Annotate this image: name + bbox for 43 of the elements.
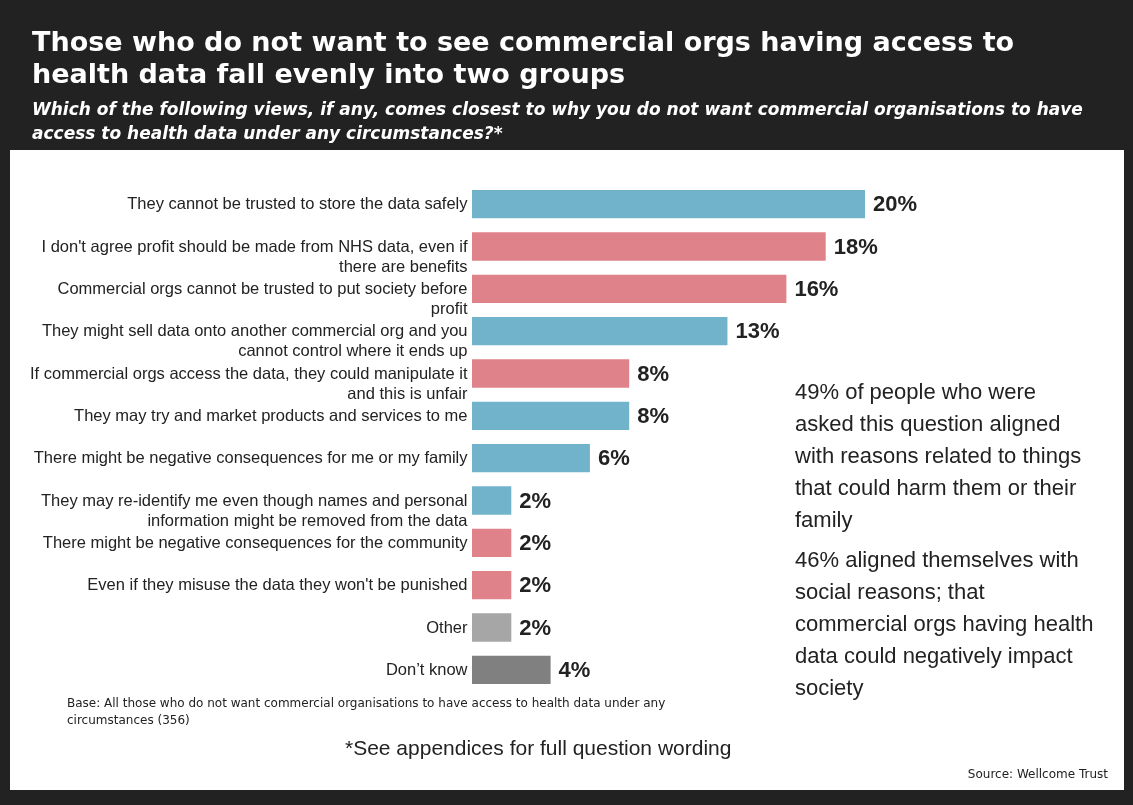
text: *See appendices for full question wording bbox=[345, 736, 732, 760]
data-label: 13% bbox=[735, 318, 780, 344]
bar bbox=[472, 528, 512, 558]
data-label: 2% bbox=[519, 614, 552, 640]
bar bbox=[472, 359, 630, 388]
y-tick-label: They may re-identify me even though names and personal information might be removed from the data bbox=[41, 490, 469, 529]
data-label: 6% bbox=[597, 445, 630, 471]
chart-subtitle: Which of the following views, if any, comes closest to why you do not want commercial organisations to have access to health data under any circumstances?* bbox=[32, 98, 1084, 145]
bar bbox=[472, 613, 512, 642]
y-tick-label: There might be negative consequences for the community bbox=[42, 532, 469, 551]
data-label: 8% bbox=[637, 360, 669, 386]
bar bbox=[472, 189, 865, 219]
bar bbox=[472, 232, 826, 261]
annotation: 49% of people who were asked this question aligned with reasons related to things that could harm them or their family bbox=[795, 378, 1083, 534]
bar bbox=[472, 401, 630, 431]
y-tick-label: Even if they misuse the data they won't be punished bbox=[87, 575, 468, 594]
y-tick-label: There might be negative consequences for me or my family bbox=[33, 448, 469, 467]
bar bbox=[472, 443, 590, 473]
y-tick-label: Don’t know bbox=[385, 659, 468, 678]
source-note: Source: Wellcome Trust bbox=[967, 767, 1108, 781]
text: Base: All those who do not want commercial organisations to have access to health data under any circumstances (356) bbox=[67, 695, 667, 729]
y-tick-label: They may try and market products and services to me bbox=[74, 405, 468, 424]
data-label: 16% bbox=[794, 275, 839, 301]
data-label: 20% bbox=[873, 191, 918, 217]
data-label: 2% bbox=[519, 529, 552, 555]
data-label: 2% bbox=[519, 572, 552, 598]
y-tick-label: They cannot be trusted to store the data safely bbox=[127, 194, 469, 213]
bar bbox=[472, 316, 728, 346]
bar bbox=[472, 274, 787, 304]
bar bbox=[472, 570, 512, 600]
y-tick-label: If commercial orgs access the data, they could manipulate it and this is unfair bbox=[30, 363, 468, 402]
y-tick-label: Other bbox=[426, 617, 468, 636]
y-tick-label: I don't agree profit should be made from NHS data, even if there are benefits bbox=[41, 236, 468, 275]
bar bbox=[472, 486, 512, 515]
data-label: 4% bbox=[558, 656, 591, 682]
data-label: 2% bbox=[519, 487, 552, 513]
data-label: 8% bbox=[637, 402, 669, 428]
data-label: 18% bbox=[833, 233, 878, 259]
annotation: 46% aligned themselves with social reasons; that commercial orgs having health data could negatively impact society bbox=[795, 546, 1095, 702]
bar bbox=[472, 655, 551, 685]
y-tick-label: Commercial orgs cannot be trusted to put society before profit bbox=[57, 278, 468, 317]
chart-title: Those who do not want to see commercial orgs having access to health data fall evenly into two groups bbox=[32, 26, 1016, 90]
y-tick-label: They might sell data onto another commercial org and you cannot control where it ends up bbox=[41, 321, 468, 360]
